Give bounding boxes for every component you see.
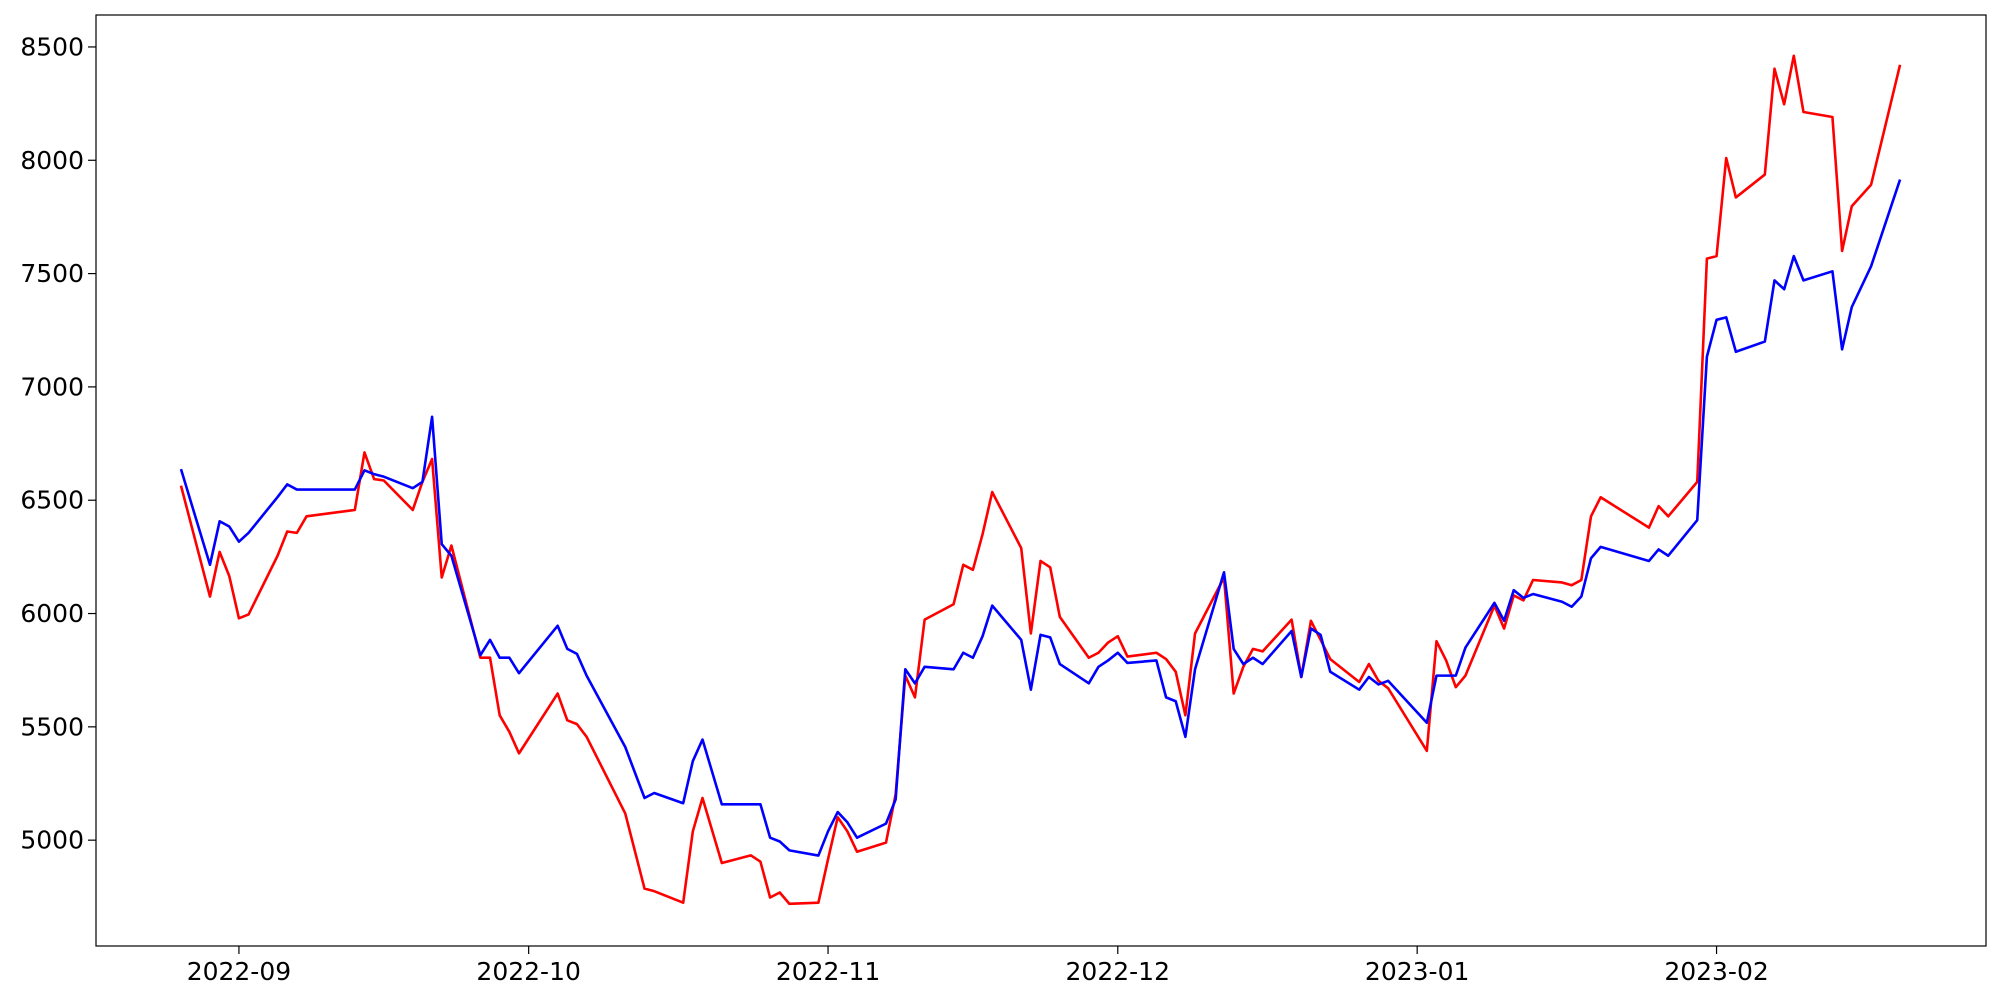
y-tick-label: 8500 xyxy=(20,32,84,61)
y-tick-label: 6000 xyxy=(20,599,84,628)
x-tick-label: 2022-11 xyxy=(776,957,880,986)
series-line xyxy=(179,179,1902,857)
y-tick-label: 5500 xyxy=(20,712,84,741)
x-tick-label: 2022-09 xyxy=(187,957,291,986)
y-tick-label: 8000 xyxy=(20,146,84,175)
y-tick-label: 5000 xyxy=(20,826,84,855)
x-tick-label: 2023-01 xyxy=(1365,957,1469,986)
y-tick-label: 7500 xyxy=(20,259,84,288)
plot-frame xyxy=(95,14,1987,947)
x-tick-label: 2022-10 xyxy=(476,957,580,986)
x-tick-label: 2023-02 xyxy=(1664,957,1768,986)
series-line xyxy=(179,54,1902,906)
y-tick-label: 6500 xyxy=(20,486,84,515)
x-tick-label: 2022-12 xyxy=(1066,957,1170,986)
y-tick-label: 7000 xyxy=(20,372,84,401)
